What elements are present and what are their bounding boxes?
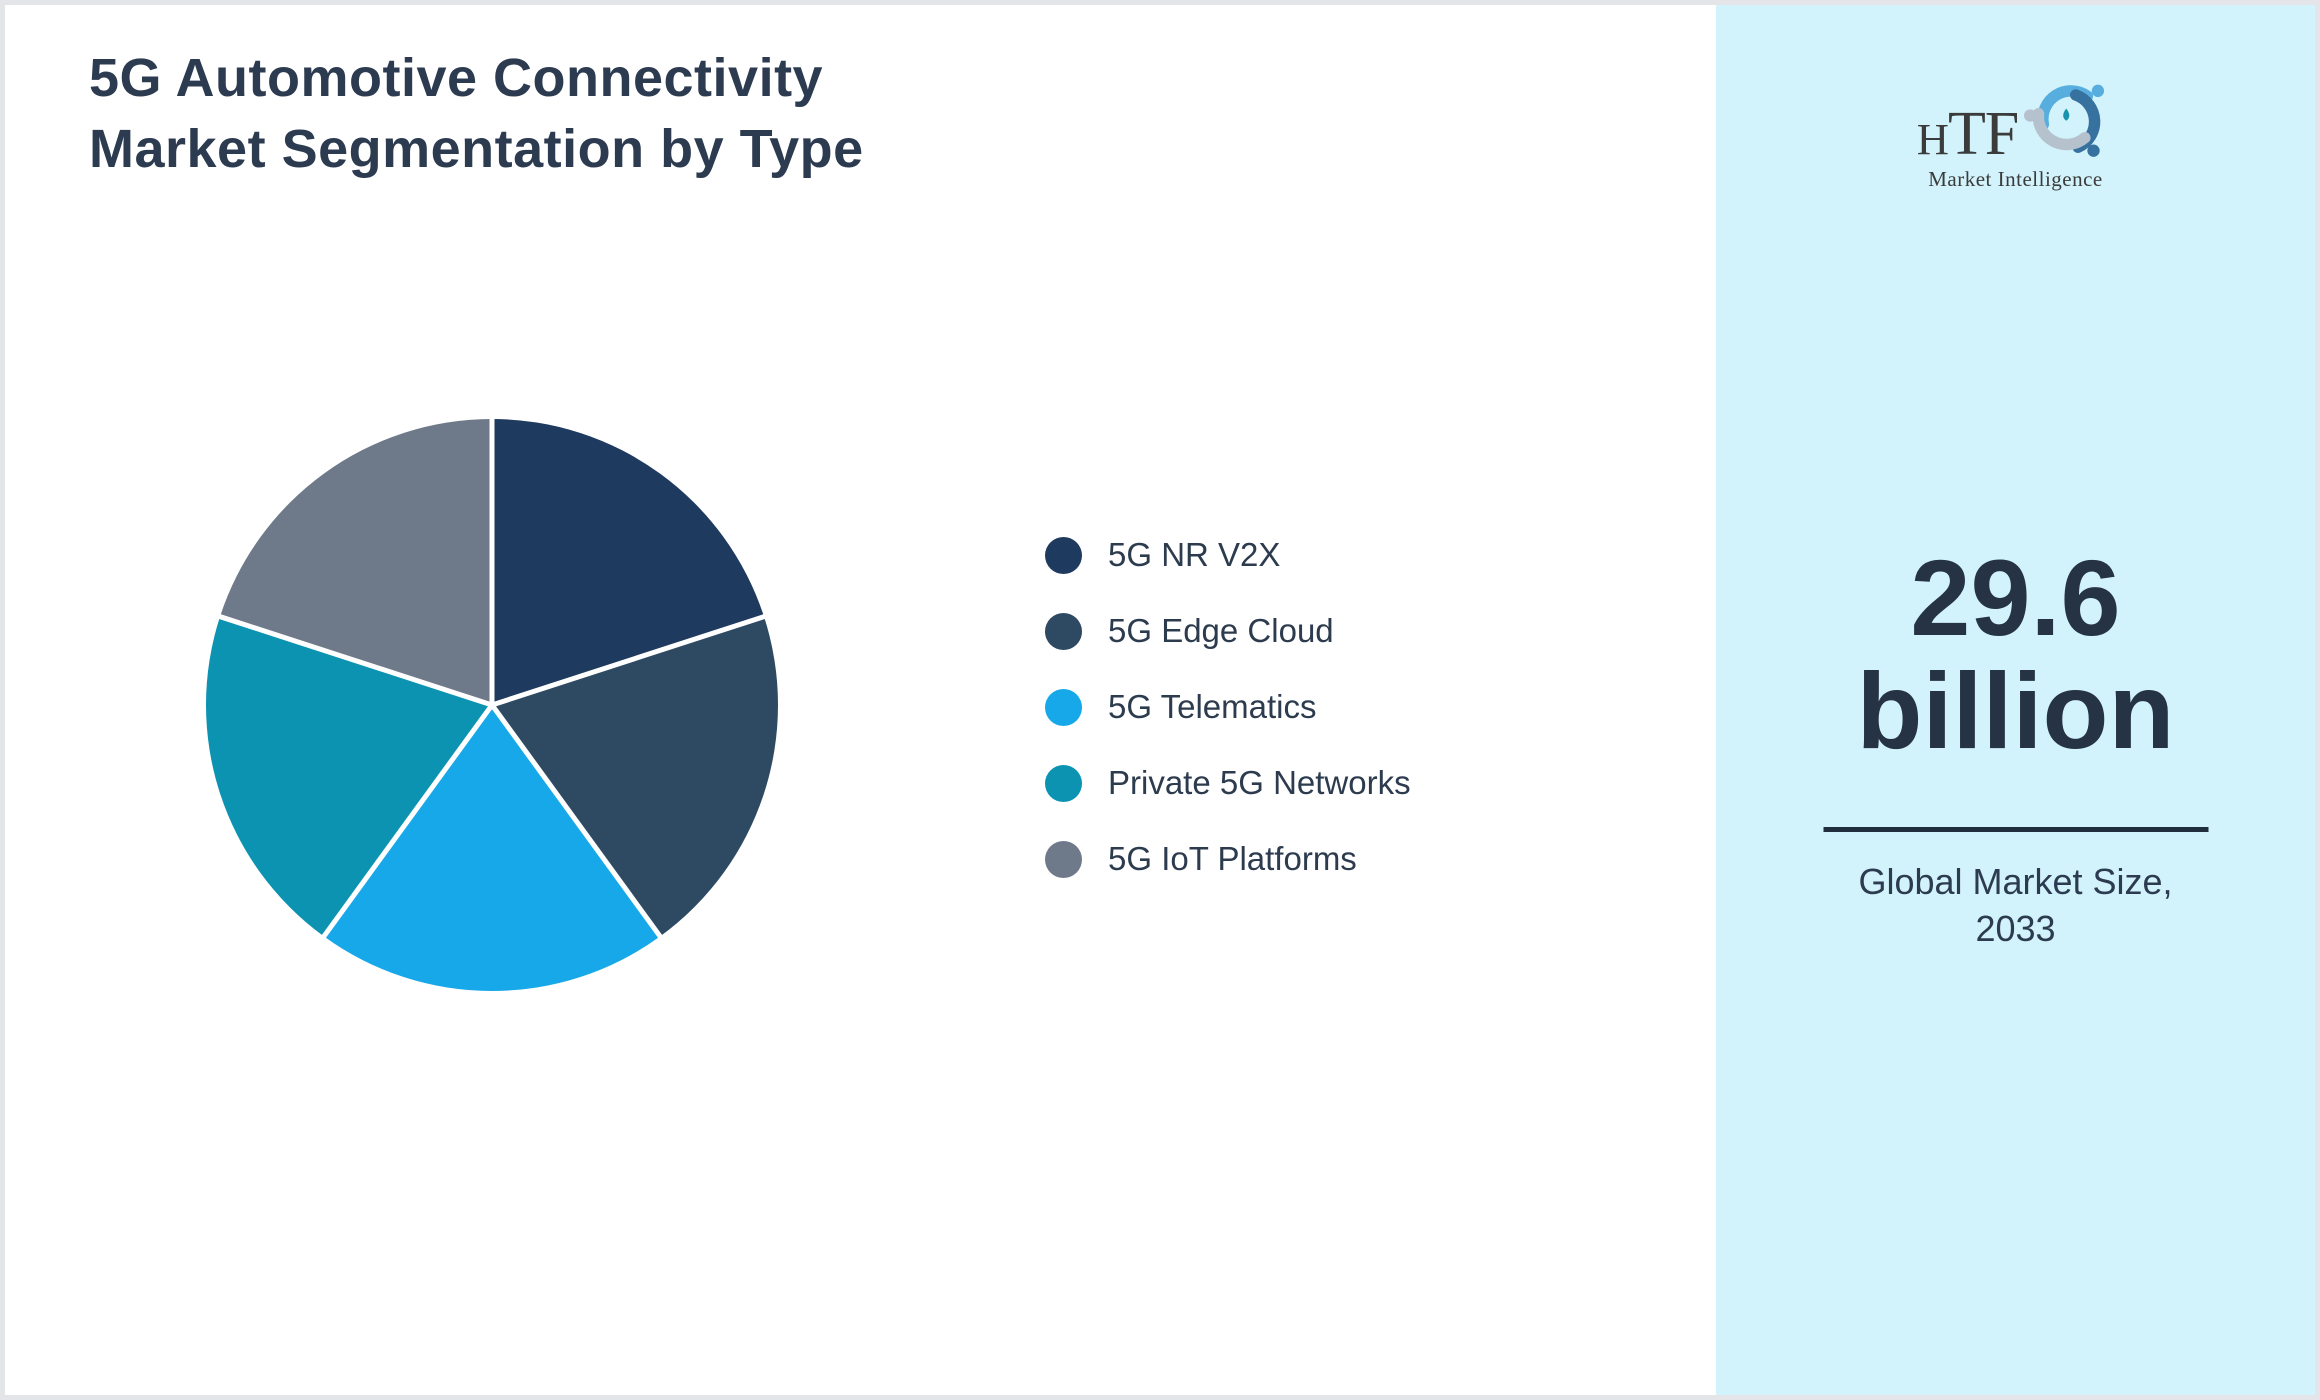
pie-slice-1 [492, 616, 778, 937]
caption-line1: Global Market Size, [1858, 861, 2173, 902]
legend-item-2: 5G Telematics [1045, 669, 1411, 745]
pie-slice-border [489, 703, 663, 939]
htf-logo: HTF [1716, 75, 2315, 192]
pie-slice-0 [492, 419, 764, 705]
legend-label: Private 5G Networks [1108, 764, 1411, 801]
chart-legend: 5G NR V2X 5G Edge Cloud 5G Telematics Priva… [1045, 517, 1411, 897]
pie-slice-3 [206, 616, 492, 937]
legend-item-3: Private 5G Networks [1045, 745, 1411, 821]
legend-label: 5G NR V2X [1108, 536, 1281, 573]
legend-dot-icon [1045, 840, 1082, 878]
legend-dot-icon [1045, 688, 1082, 726]
market-size-panel: HTF [1716, 5, 2315, 1395]
dolphin-swirl-icon [2024, 84, 2105, 157]
page-title-line2: Market Segmentation by Type [89, 119, 864, 180]
market-size-unit: billion [1856, 650, 2175, 772]
pie-slice-border [321, 703, 495, 939]
logo-text: HTF [1916, 100, 2020, 168]
legend-dot-icon [1045, 612, 1082, 650]
legend-label: 5G Edge Cloud [1108, 612, 1334, 649]
divider-line [1823, 827, 2208, 832]
page-title: 5G Automotive Connectivity Market Segmen… [89, 43, 864, 186]
pie-slice-4 [220, 419, 492, 705]
market-size-number: 29.6 [1910, 537, 2121, 658]
pie-slice-2 [323, 705, 661, 992]
main-area: 5G Automotive Connectivity Market Segmen… [5, 5, 1716, 1395]
legend-label: 5G Telematics [1108, 688, 1317, 725]
pie-slice-border [218, 613, 493, 708]
logo-subtext: Market Intelligence [1928, 167, 2103, 191]
legend-item-0: 5G NR V2X [1045, 517, 1411, 593]
page-title-line1: 5G Automotive Connectivity [89, 48, 824, 108]
market-size-caption: Global Market Size, 2033 [1716, 859, 2315, 953]
pie-chart [206, 418, 778, 992]
caption-line2: 2033 [1975, 907, 2056, 949]
legend-dot-icon [1045, 536, 1082, 574]
legend-label: 5G IoT Platforms [1108, 840, 1357, 877]
htf-logo-row: HTF [1917, 75, 2115, 165]
market-size-value: 29.6 billion [1716, 541, 2315, 768]
legend-item-1: 5G Edge Cloud [1045, 593, 1411, 669]
legend-dot-icon [1045, 764, 1082, 802]
pie-slice-border [491, 613, 766, 708]
legend-item-4: 5G IoT Platforms [1045, 821, 1411, 897]
